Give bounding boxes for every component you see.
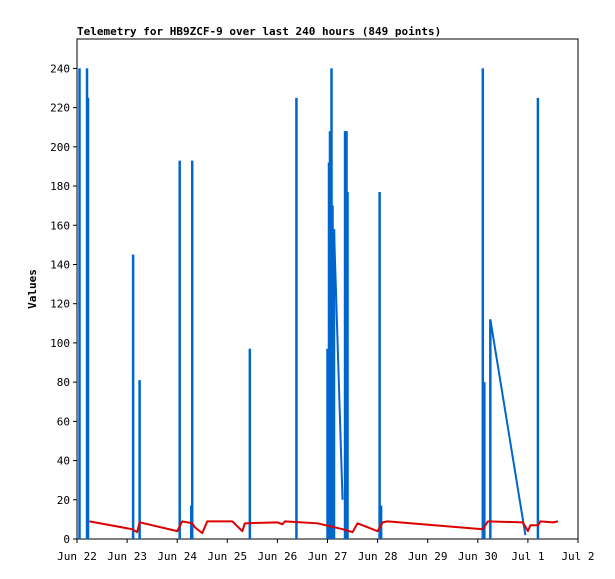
x-tick-label: Jun 26 bbox=[258, 550, 298, 563]
y-axis-label: Values bbox=[26, 269, 39, 309]
y-tick-label: 100 bbox=[50, 337, 70, 350]
x-tick-label: Jun 30 bbox=[458, 550, 498, 563]
x-tick-label: Jun 24 bbox=[157, 550, 197, 563]
x-tick-label: Jun 29 bbox=[408, 550, 448, 563]
x-tick-label: Jul 1 bbox=[511, 550, 544, 563]
y-tick-label: 40 bbox=[57, 455, 70, 468]
y-tick-label: 80 bbox=[57, 376, 70, 389]
x-tick-label: Jun 23 bbox=[107, 550, 147, 563]
y-tick-label: 140 bbox=[50, 258, 70, 271]
y-tick-label: 120 bbox=[50, 298, 70, 311]
telemetry-segment bbox=[489, 319, 527, 536]
x-tick-label: Jun 27 bbox=[308, 550, 348, 563]
x-tick-label: Jun 25 bbox=[207, 550, 247, 563]
x-tick-label: Jul 2 bbox=[561, 550, 594, 563]
y-tick-label: 220 bbox=[50, 102, 70, 115]
telemetry-segment bbox=[333, 229, 344, 500]
y-tick-label: 60 bbox=[57, 415, 70, 428]
x-tick-label: Jun 28 bbox=[358, 550, 398, 563]
y-tick-label: 160 bbox=[50, 219, 70, 232]
telemetry-line bbox=[89, 520, 559, 535]
y-tick-label: 200 bbox=[50, 141, 70, 154]
y-tick-label: 240 bbox=[50, 62, 70, 75]
chart-title: Telemetry for HB9ZCF-9 over last 240 hou… bbox=[77, 25, 441, 38]
x-tick-label: Jun 22 bbox=[57, 550, 97, 563]
y-tick-label: 20 bbox=[57, 494, 70, 507]
y-tick-label: 0 bbox=[63, 533, 70, 546]
y-tick-label: 180 bbox=[50, 180, 70, 193]
